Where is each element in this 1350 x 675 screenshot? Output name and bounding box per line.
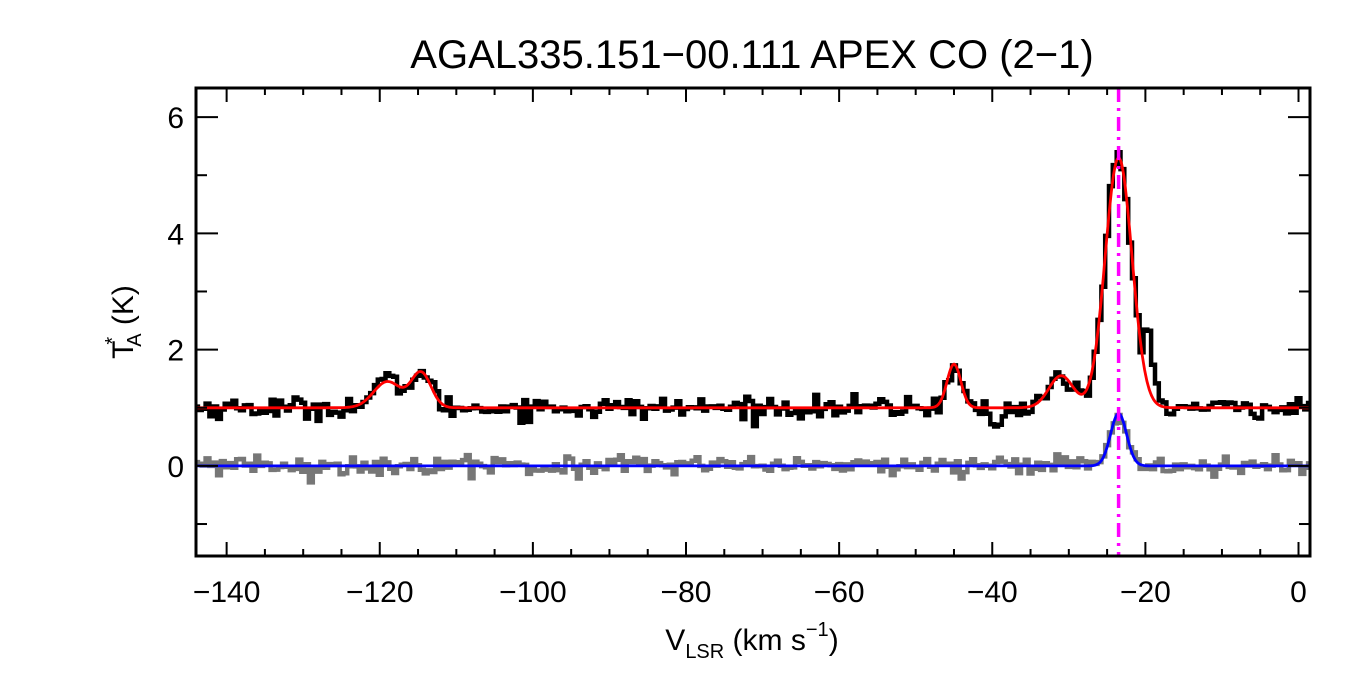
x-tick-label: −120 (346, 576, 414, 609)
plot-frame (194, 86, 1312, 558)
x-tick-label: −20 (1120, 576, 1171, 609)
y-tick-label: 2 (167, 335, 184, 368)
x-tick-label: −60 (814, 576, 865, 609)
x-tick-label: 0 (1290, 576, 1307, 609)
x-axis-label: VLSR (km s−1) (665, 619, 838, 663)
fit-line-red (196, 156, 1309, 410)
x-tick-label: −40 (967, 576, 1018, 609)
x-tick-label: −80 (661, 576, 712, 609)
y-tick-label: 6 (167, 102, 184, 135)
y-tick-label: 4 (167, 218, 184, 251)
x-tick-label: −100 (499, 576, 567, 609)
y-tick-label: 0 (167, 451, 184, 484)
x-tick-label: −140 (193, 576, 261, 609)
y-axis-label: T*A (K) (102, 285, 146, 359)
fit-line-blue (196, 412, 1309, 468)
chart-title: AGAL335.151−00.111 APEX CO (2−1) (410, 33, 1093, 77)
